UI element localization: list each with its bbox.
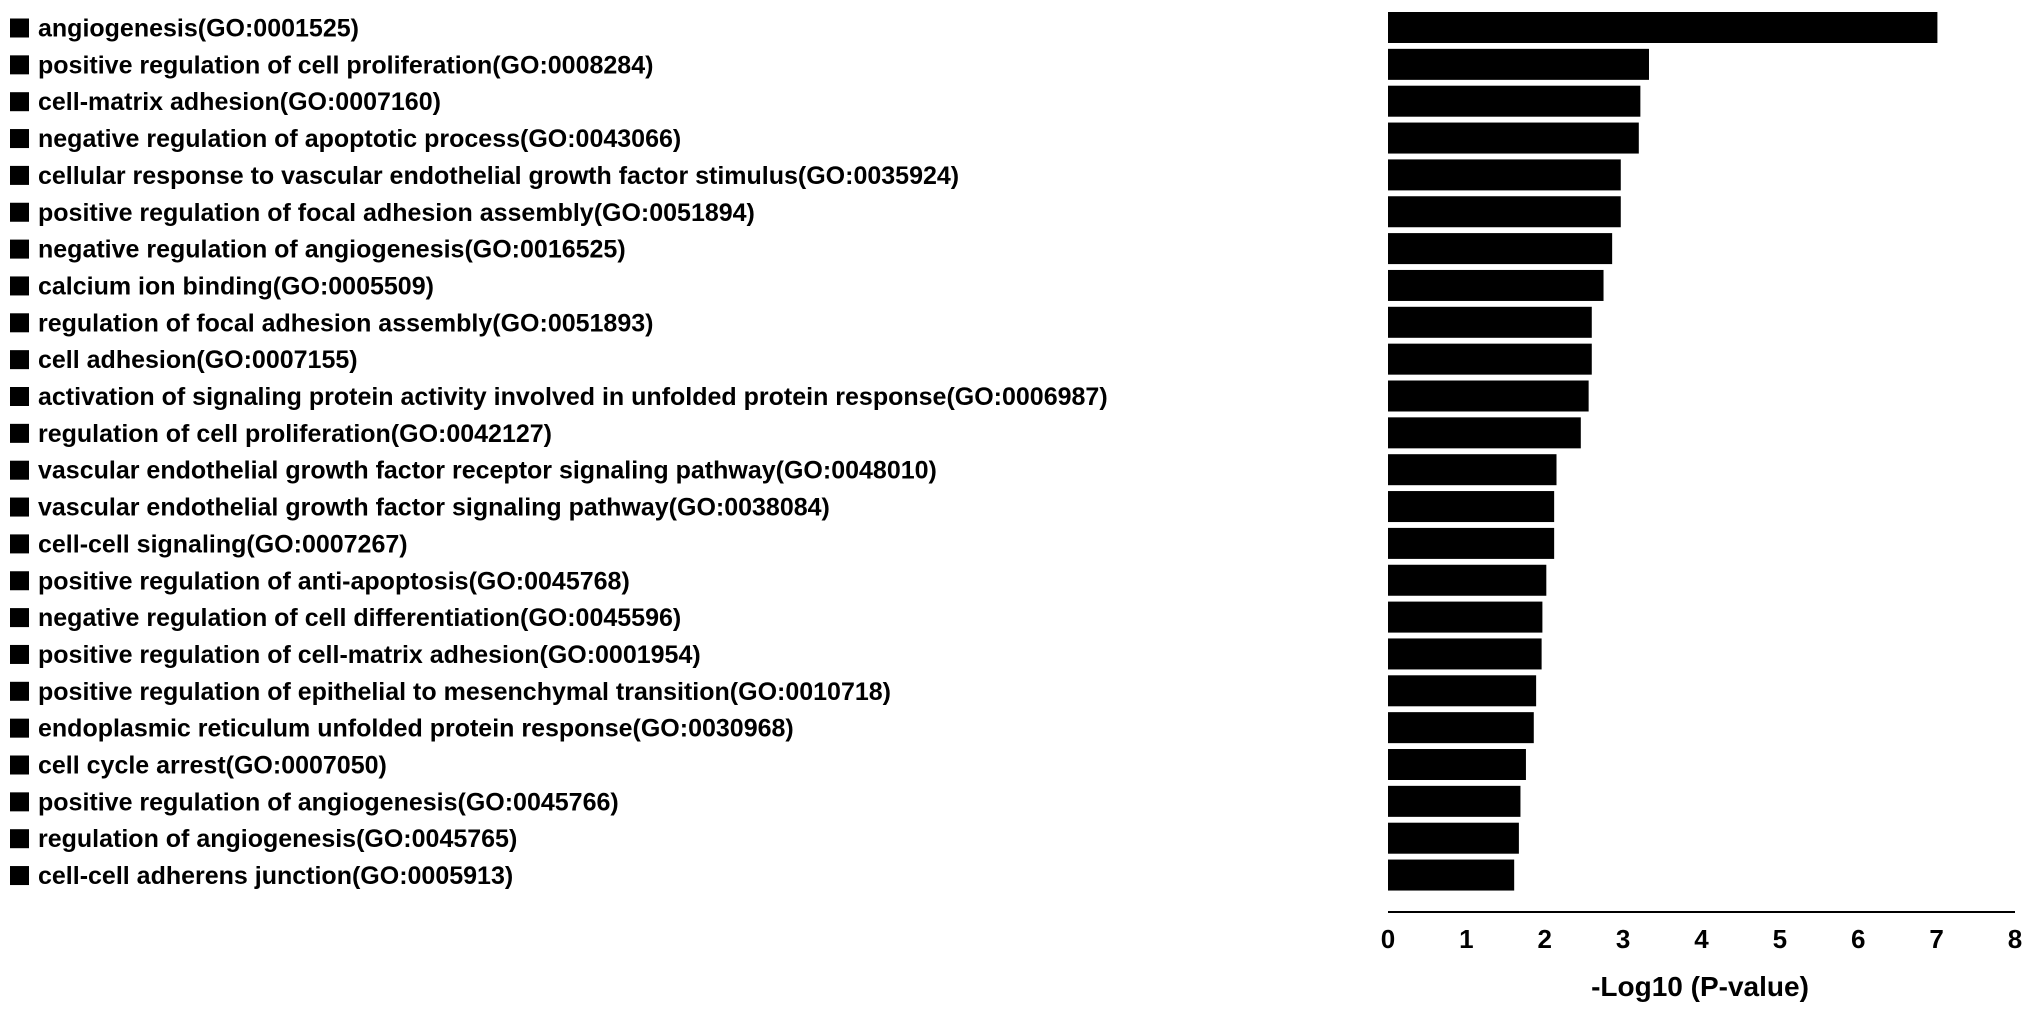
category-label: cell-matrix adhesion(GO:0007160) <box>38 88 441 116</box>
category-label: positive regulation of cell proliferatio… <box>38 51 653 79</box>
bar <box>1388 564 1547 596</box>
category-label: calcium ion binding(GO:0005509) <box>38 272 434 300</box>
category-label: positive regulation of focal adhesion as… <box>38 199 755 227</box>
bar <box>1388 712 1534 744</box>
label-marker-square <box>10 202 29 222</box>
category-labels: angiogenesis(GO:0001525) positive regulat… <box>10 15 1108 890</box>
label-marker-square <box>10 18 29 38</box>
label-marker-square <box>10 92 29 112</box>
category-label: cell adhesion(GO:0007155) <box>38 346 358 374</box>
bar <box>1388 638 1542 670</box>
label-marker-square <box>10 165 29 185</box>
label-marker-square <box>10 313 29 333</box>
category-label: activation of signaling protein activity… <box>38 383 1108 411</box>
x-tick-label: 7 <box>1929 924 1943 954</box>
bar <box>1388 269 1604 301</box>
category-label: positive regulation of cell-matrix adhes… <box>38 641 701 669</box>
label-marker-square <box>10 829 29 849</box>
label-marker-square <box>10 571 29 591</box>
bar <box>1388 749 1526 780</box>
label-marker-square <box>10 644 29 664</box>
x-tick-label: 4 <box>1694 924 1709 954</box>
bar <box>1388 85 1641 117</box>
bar <box>1388 48 1649 80</box>
x-tick-label: 3 <box>1616 924 1630 954</box>
label-marker-square <box>10 276 29 296</box>
bar <box>1388 859 1515 891</box>
category-label: regulation of angiogenesis(GO:0045765) <box>38 825 517 853</box>
category-label: vascular endothelial growth factor recep… <box>38 457 937 485</box>
x-tick-label: 2 <box>1538 924 1552 954</box>
bar <box>1388 601 1543 633</box>
category-label: cell-cell adherens junction(GO:0005913) <box>38 862 513 890</box>
category-label: cell cycle arrest(GO:0007050) <box>38 752 387 780</box>
bar <box>1388 454 1557 486</box>
category-label: negative regulation of apoptotic process… <box>38 125 681 153</box>
bar <box>1388 527 1555 559</box>
bar <box>1388 122 1639 154</box>
label-marker-square <box>10 755 29 775</box>
label-marker-square <box>10 423 29 443</box>
x-tick-label: 5 <box>1773 924 1787 954</box>
label-marker-square <box>10 129 29 149</box>
bar <box>1388 822 1519 854</box>
bar <box>1388 417 1581 449</box>
x-tick-label: 8 <box>2008 924 2022 954</box>
category-label: negative regulation of cell differentiat… <box>38 604 681 632</box>
x-tick-label: 0 <box>1381 924 1395 954</box>
label-marker-square <box>10 608 29 628</box>
bar <box>1388 785 1521 817</box>
label-marker-square <box>10 350 29 370</box>
category-label: positive regulation of angiogenesis(GO:0… <box>38 788 619 816</box>
bar <box>1388 380 1589 412</box>
bar <box>1388 675 1537 707</box>
bar <box>1388 343 1592 375</box>
bar <box>1388 159 1621 191</box>
x-tick-labels: 0 1 2 3 4 5 6 7 8 <box>1381 924 2022 954</box>
label-marker-square <box>10 681 29 701</box>
bar <box>1388 491 1555 523</box>
bar <box>1388 306 1592 338</box>
x-axis-title: -Log10 (P-value) <box>1591 971 1809 1002</box>
label-marker-square <box>10 718 29 738</box>
bars <box>1388 12 1938 891</box>
x-tick-label: 6 <box>1851 924 1865 954</box>
category-label: cellular response to vascular endothelia… <box>38 162 959 190</box>
label-marker-square <box>10 497 29 517</box>
label-marker-square <box>10 239 29 259</box>
label-marker-square <box>10 55 29 75</box>
category-label: endoplasmic reticulum unfolded protein r… <box>38 715 794 743</box>
bar <box>1388 12 1938 43</box>
bar <box>1388 233 1613 265</box>
category-label: vascular endothelial growth factor signa… <box>38 494 830 522</box>
category-label: negative regulation of angiogenesis(GO:0… <box>38 236 626 264</box>
label-marker-square <box>10 866 29 886</box>
bar <box>1388 196 1621 228</box>
category-label: angiogenesis(GO:0001525) <box>38 15 359 43</box>
x-tick-label: 1 <box>1459 924 1473 954</box>
category-label: regulation of focal adhesion assembly(GO… <box>38 309 653 337</box>
label-marker-square <box>10 534 29 554</box>
label-marker-square <box>10 792 29 812</box>
category-label: positive regulation of epithelial to mes… <box>38 678 891 706</box>
label-marker-square <box>10 387 29 406</box>
category-label: positive regulation of anti-apoptosis(GO… <box>38 567 630 595</box>
category-label: cell-cell signaling(GO:0007267) <box>38 530 408 558</box>
label-marker-square <box>10 460 29 480</box>
category-label: regulation of cell proliferation(GO:0042… <box>38 420 552 448</box>
